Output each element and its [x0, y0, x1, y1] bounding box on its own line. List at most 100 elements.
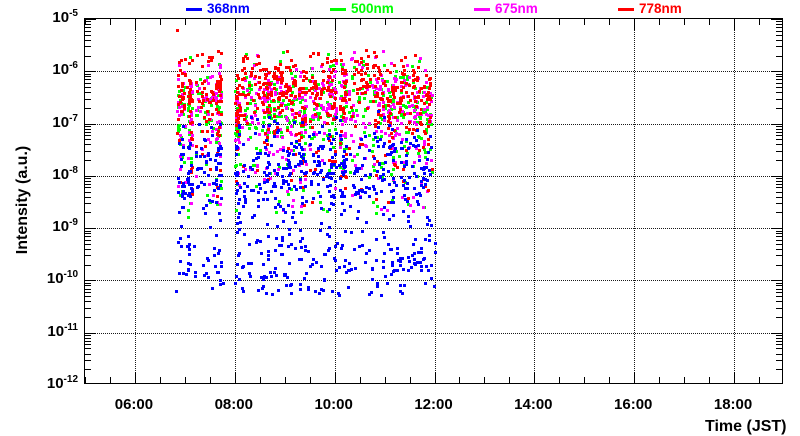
data-point-368nm [261, 124, 265, 128]
x-minor-tick-top [159, 19, 161, 25]
data-point-778nm [246, 102, 250, 106]
legend-item-368nm[interactable]: 368nm [186, 0, 250, 18]
data-point-368nm [204, 212, 208, 216]
data-point-778nm [395, 101, 399, 105]
data-point-500nm [423, 150, 427, 154]
data-point-368nm [297, 162, 301, 166]
data-point-368nm [294, 220, 298, 224]
data-point-368nm [269, 271, 273, 275]
data-point-778nm [200, 82, 204, 85]
data-point-778nm [363, 71, 367, 75]
data-point-778nm [327, 139, 331, 143]
y-tick-label: 10-9 [52, 217, 78, 236]
data-point-675nm [333, 112, 337, 116]
data-point-368nm [364, 190, 368, 194]
data-point-500nm [247, 127, 251, 131]
x-minor-tick [284, 377, 286, 383]
y-minor-tick [85, 73, 91, 75]
data-point-500nm [178, 194, 182, 198]
data-point-368nm [238, 211, 242, 215]
data-point-368nm [237, 202, 241, 206]
data-point-675nm [387, 89, 391, 93]
data-point-368nm [393, 149, 397, 153]
data-point-368nm [339, 188, 343, 192]
data-point-675nm [320, 104, 324, 108]
data-point-500nm [328, 128, 332, 132]
data-point-675nm [190, 144, 194, 148]
data-point-368nm [252, 213, 256, 217]
data-point-368nm [405, 186, 409, 190]
data-point-778nm [300, 91, 304, 95]
data-point-368nm [320, 221, 324, 225]
data-point-778nm [216, 111, 220, 115]
data-point-675nm [311, 79, 315, 83]
y-minor-tick-right [776, 107, 782, 109]
data-point-675nm [308, 95, 312, 99]
data-point-500nm [247, 87, 251, 91]
data-point-368nm [193, 244, 197, 248]
data-point-778nm [298, 87, 302, 91]
data-point-368nm [179, 152, 183, 156]
data-point-500nm [287, 193, 291, 197]
y-minor-tick-right [776, 135, 782, 137]
data-point-778nm [273, 131, 277, 135]
data-point-368nm [364, 221, 368, 225]
data-point-675nm [235, 98, 239, 102]
legend-item-778nm[interactable]: 778nm [618, 0, 682, 18]
data-point-368nm [331, 194, 335, 198]
data-point-500nm [356, 153, 360, 157]
data-point-778nm [387, 126, 391, 130]
data-point-368nm [406, 147, 410, 151]
data-point-368nm [319, 168, 323, 172]
data-point-368nm [201, 207, 205, 211]
data-point-778nm [375, 197, 379, 201]
data-point-500nm [204, 123, 208, 127]
data-point-500nm [255, 146, 259, 150]
data-point-368nm [376, 281, 379, 285]
data-point-675nm [284, 115, 288, 119]
data-point-368nm [342, 163, 346, 167]
legend-item-675nm[interactable]: 675nm [474, 0, 538, 18]
data-point-368nm [383, 251, 387, 255]
data-point-368nm [184, 273, 188, 277]
data-point-368nm [257, 155, 261, 159]
data-point-778nm [413, 84, 417, 88]
data-point-778nm [190, 171, 194, 175]
data-point-675nm [291, 204, 295, 208]
data-point-778nm [238, 103, 242, 107]
data-point-368nm [403, 165, 407, 169]
data-point-368nm [392, 188, 396, 192]
data-point-500nm [176, 129, 180, 133]
data-point-778nm [268, 71, 271, 74]
legend-item-500nm[interactable]: 500nm [330, 0, 394, 18]
vertical-gridline [434, 19, 436, 383]
data-point-368nm [397, 259, 401, 263]
data-point-778nm [382, 81, 386, 85]
data-point-368nm [266, 166, 270, 170]
data-point-368nm [182, 271, 186, 275]
data-point-675nm [298, 74, 302, 78]
y-minor-tick-right [776, 353, 782, 355]
data-point-778nm [277, 96, 281, 100]
legend-swatch-icon [186, 7, 202, 11]
data-point-778nm [242, 117, 246, 121]
y-minor-tick [85, 296, 91, 298]
data-point-778nm [326, 56, 330, 60]
data-point-368nm [260, 276, 264, 279]
data-point-675nm [342, 62, 346, 66]
data-point-368nm [288, 152, 292, 156]
data-point-368nm [354, 170, 358, 174]
data-point-368nm [371, 267, 375, 270]
data-point-368nm [238, 132, 242, 136]
data-point-368nm [182, 182, 186, 186]
data-point-778nm [368, 85, 372, 89]
data-point-368nm [303, 171, 307, 175]
data-point-368nm [384, 160, 388, 164]
data-point-368nm [187, 177, 191, 181]
data-point-778nm [330, 78, 334, 82]
data-point-500nm [281, 51, 285, 55]
data-point-675nm [334, 69, 338, 73]
data-point-675nm [422, 95, 426, 99]
data-point-778nm [290, 93, 294, 97]
data-point-778nm [331, 89, 335, 93]
